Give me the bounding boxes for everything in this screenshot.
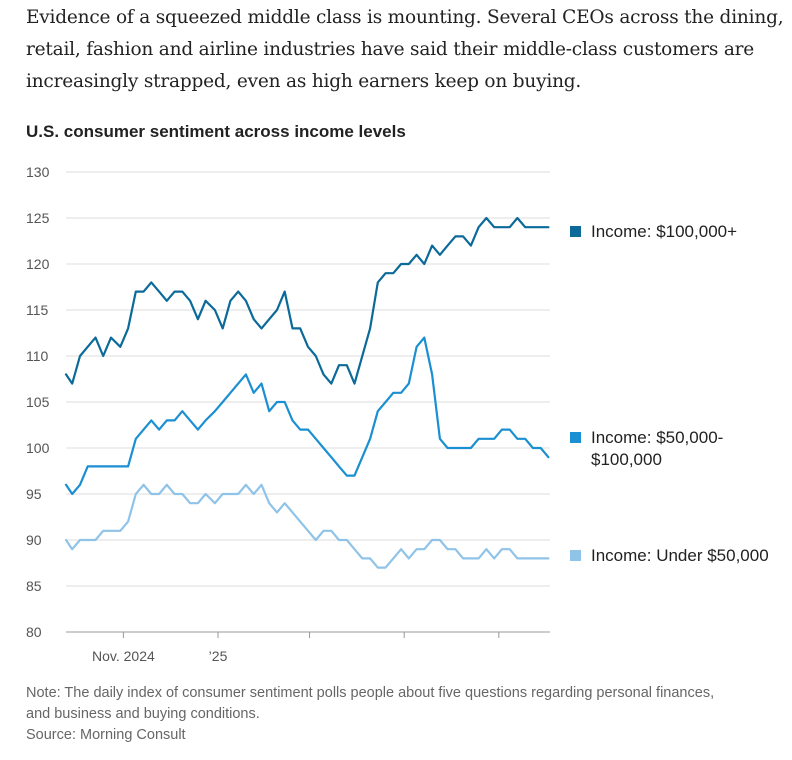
y-tick-label-125: 125 — [26, 210, 50, 226]
y-tick-label-110: 110 — [26, 348, 49, 364]
y-tick-label-95: 95 — [26, 486, 42, 502]
note-line-1: Note: The daily index of consumer sentim… — [26, 685, 715, 701]
chart-note: Note: The daily index of consumer sentim… — [26, 683, 786, 746]
legend-swatch-income-under-50-000 — [570, 550, 581, 561]
intro-line-1: Evidence of a squeezed middle class is m… — [26, 7, 784, 28]
chart-title: U.S. consumer sentiment across income le… — [26, 122, 406, 141]
y-tick-label-130: 130 — [26, 164, 50, 180]
x-tick-label-0: Nov. 2024 — [92, 648, 155, 664]
note-source: Source: Morning Consult — [26, 727, 186, 743]
x-tick-label-1: ’25 — [209, 648, 228, 664]
intro-paragraph: Evidence of a squeezed middle class is m… — [26, 2, 786, 98]
y-tick-label-105: 105 — [26, 394, 50, 410]
note-line-2: and business and buying conditions. — [26, 706, 260, 722]
series-line-income-under-50-000 — [64, 483, 550, 569]
y-tick-label-90: 90 — [26, 532, 42, 548]
y-tick-label-80: 80 — [26, 624, 42, 640]
line-chart: 80 85 90 95 100 105 110 115 120 125 130 Nov. 2024 ’2… — [26, 164, 769, 664]
legend-swatch-income-50-000-100-000 — [570, 432, 581, 443]
y-tick-label-120: 120 — [26, 256, 50, 272]
intro-line-3: increasingly strapped, even as high earn… — [26, 71, 582, 92]
y-tick-label-115: 115 — [26, 302, 49, 318]
y-tick-label-100: 100 — [26, 440, 50, 456]
legend-swatch-income-100-000 — [570, 226, 581, 237]
y-tick-label-85: 85 — [26, 578, 42, 594]
legend-label-income-100-000: Income: $100,000+ — [591, 222, 737, 241]
legend-label-income-50-000-100-000: Income: $50,000-$100,000 — [591, 428, 723, 469]
series-line-income-50-000-100-000 — [64, 336, 550, 496]
legend-label-income-under-50-000: Income: Under $50,000 — [591, 546, 769, 565]
series-line-income-100-000 — [64, 216, 550, 385]
intro-line-2: retail, fashion and airline industries h… — [26, 39, 755, 60]
